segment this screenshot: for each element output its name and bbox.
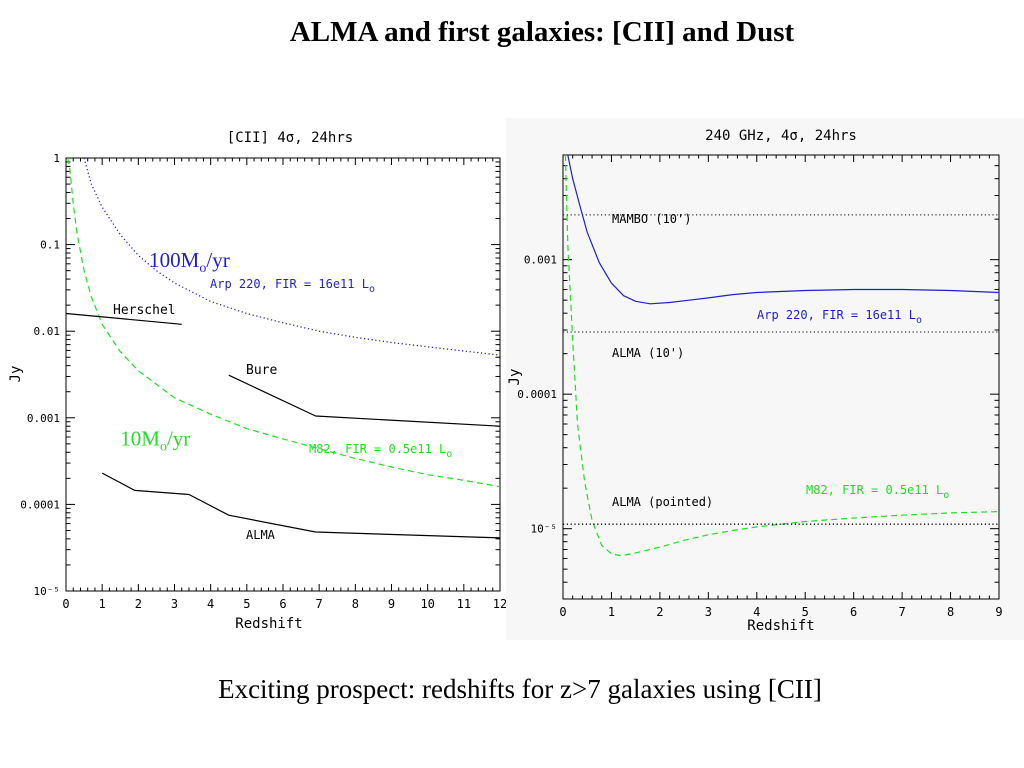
- y-axis-label: Jy: [507, 369, 523, 386]
- series-label-arp-220-fir-16e11-l: Arp 220, FIR = 16e11 Lo: [757, 308, 922, 326]
- x-tick-label: 10: [420, 597, 434, 611]
- y-tick-label: 0.001: [524, 254, 557, 267]
- x-tick-label: 8: [947, 605, 954, 619]
- slide-caption: Exciting prospect: redshifts for z>7 gal…: [218, 674, 822, 704]
- series-label-mambo-10: MAMBO (10'): [612, 212, 691, 226]
- slide-title: ALMA and first galaxies: [CII] and Dust: [289, 16, 795, 48]
- x-tick-label: 0: [62, 597, 69, 611]
- plot-frame: [562, 154, 1000, 600]
- series-label-herschel: Herschel: [113, 303, 176, 318]
- x-tick-label: 9: [995, 605, 1002, 619]
- series-label-m82-fir-0-5e11-l: M82, FIR = 0.5e11 Lo: [806, 483, 949, 501]
- series-line-bure: [228, 374, 500, 427]
- x-axis-label: Redshift: [747, 618, 814, 634]
- x-axis-label: Redshift: [235, 616, 302, 632]
- x-tick-label: 8: [352, 597, 359, 611]
- dust-chart-panel: 240 GHz, 4σ, 24hrs Redshift Jy 0 1 2 3 4 5 6 7 8 9 0.…: [506, 118, 1024, 640]
- dust-chart: 240 GHz, 4σ, 24hrs Redshift Jy 0 1 2 3 4 5 6 7 8 9 0.…: [507, 128, 1003, 634]
- x-tick-label: 1: [99, 597, 106, 611]
- series-label-alma: ALMA: [246, 528, 276, 542]
- y-tick-label: 0.0001: [517, 388, 557, 401]
- x-tick-label: 2: [135, 597, 142, 611]
- series-line-m82-fir-0-5e11-l: [67, 158, 500, 488]
- x-tick-label: 3: [705, 605, 712, 619]
- chart-title: 240 GHz, 4σ, 24hrs: [705, 128, 857, 144]
- x-tick-label: 4: [753, 605, 760, 619]
- annotation-sfr_10: 10Mo/yr: [120, 426, 190, 454]
- x-tick-label: 9: [388, 597, 395, 611]
- x-tick-label: 7: [316, 597, 323, 611]
- x-tick-label: 4: [207, 597, 214, 611]
- series-line-alma: [101, 472, 500, 539]
- x-tick-label: 3: [171, 597, 178, 611]
- x-tick-label: 5: [802, 605, 809, 619]
- y-axis-label: Jy: [8, 366, 24, 383]
- x-tick-label: 2: [656, 605, 663, 619]
- y-tick-label: 1: [53, 152, 60, 165]
- x-tick-label: 12: [493, 597, 506, 611]
- x-tick-label: 7: [898, 605, 905, 619]
- series-line-herschel: [66, 312, 182, 325]
- x-tick-label: 6: [850, 605, 857, 619]
- x-tick-label: 5: [243, 597, 250, 611]
- series-label-alma-10: ALMA (10'): [612, 346, 684, 360]
- series-line-arp-220-fir-16e11-l: [567, 155, 999, 305]
- y-tick-label: 10⁻⁵: [531, 523, 558, 536]
- y-tick-label: 0.001: [27, 412, 60, 425]
- series-label-arp-220-fir-16e11-l: Arp 220, FIR = 16e11 Lo: [210, 277, 375, 295]
- series-label-alma-pointed: ALMA (pointed): [612, 495, 713, 509]
- y-tick-label: 0.0001: [20, 498, 60, 511]
- cii-chart-panel: [CII] 4σ, 24hrs Redshift Jy 0 1 2 3 4 5 6 7 8 9 10 11 1…: [0, 118, 506, 640]
- x-tick-label: 1: [608, 605, 615, 619]
- series-line-m82-fir-0-5e11-l: [564, 155, 999, 557]
- series-line-arp-220-fir-16e11-l: [83, 158, 500, 356]
- x-tick-label: 6: [279, 597, 286, 611]
- chart-title: [CII] 4σ, 24hrs: [227, 130, 353, 146]
- y-tick-label: 0.1: [40, 239, 60, 252]
- x-tick-label: 11: [457, 597, 471, 611]
- series-label-m82-fir-0-5e11-l: M82, FIR = 0.5e11 Lo: [309, 442, 452, 460]
- y-tick-label: 0.01: [34, 325, 61, 338]
- annotation-sfr_100: 100Mo/yr: [149, 248, 230, 276]
- x-tick-label: 0: [559, 605, 566, 619]
- y-tick-label: 10⁻⁵: [34, 585, 61, 598]
- series-label-bure: Bure: [246, 363, 277, 378]
